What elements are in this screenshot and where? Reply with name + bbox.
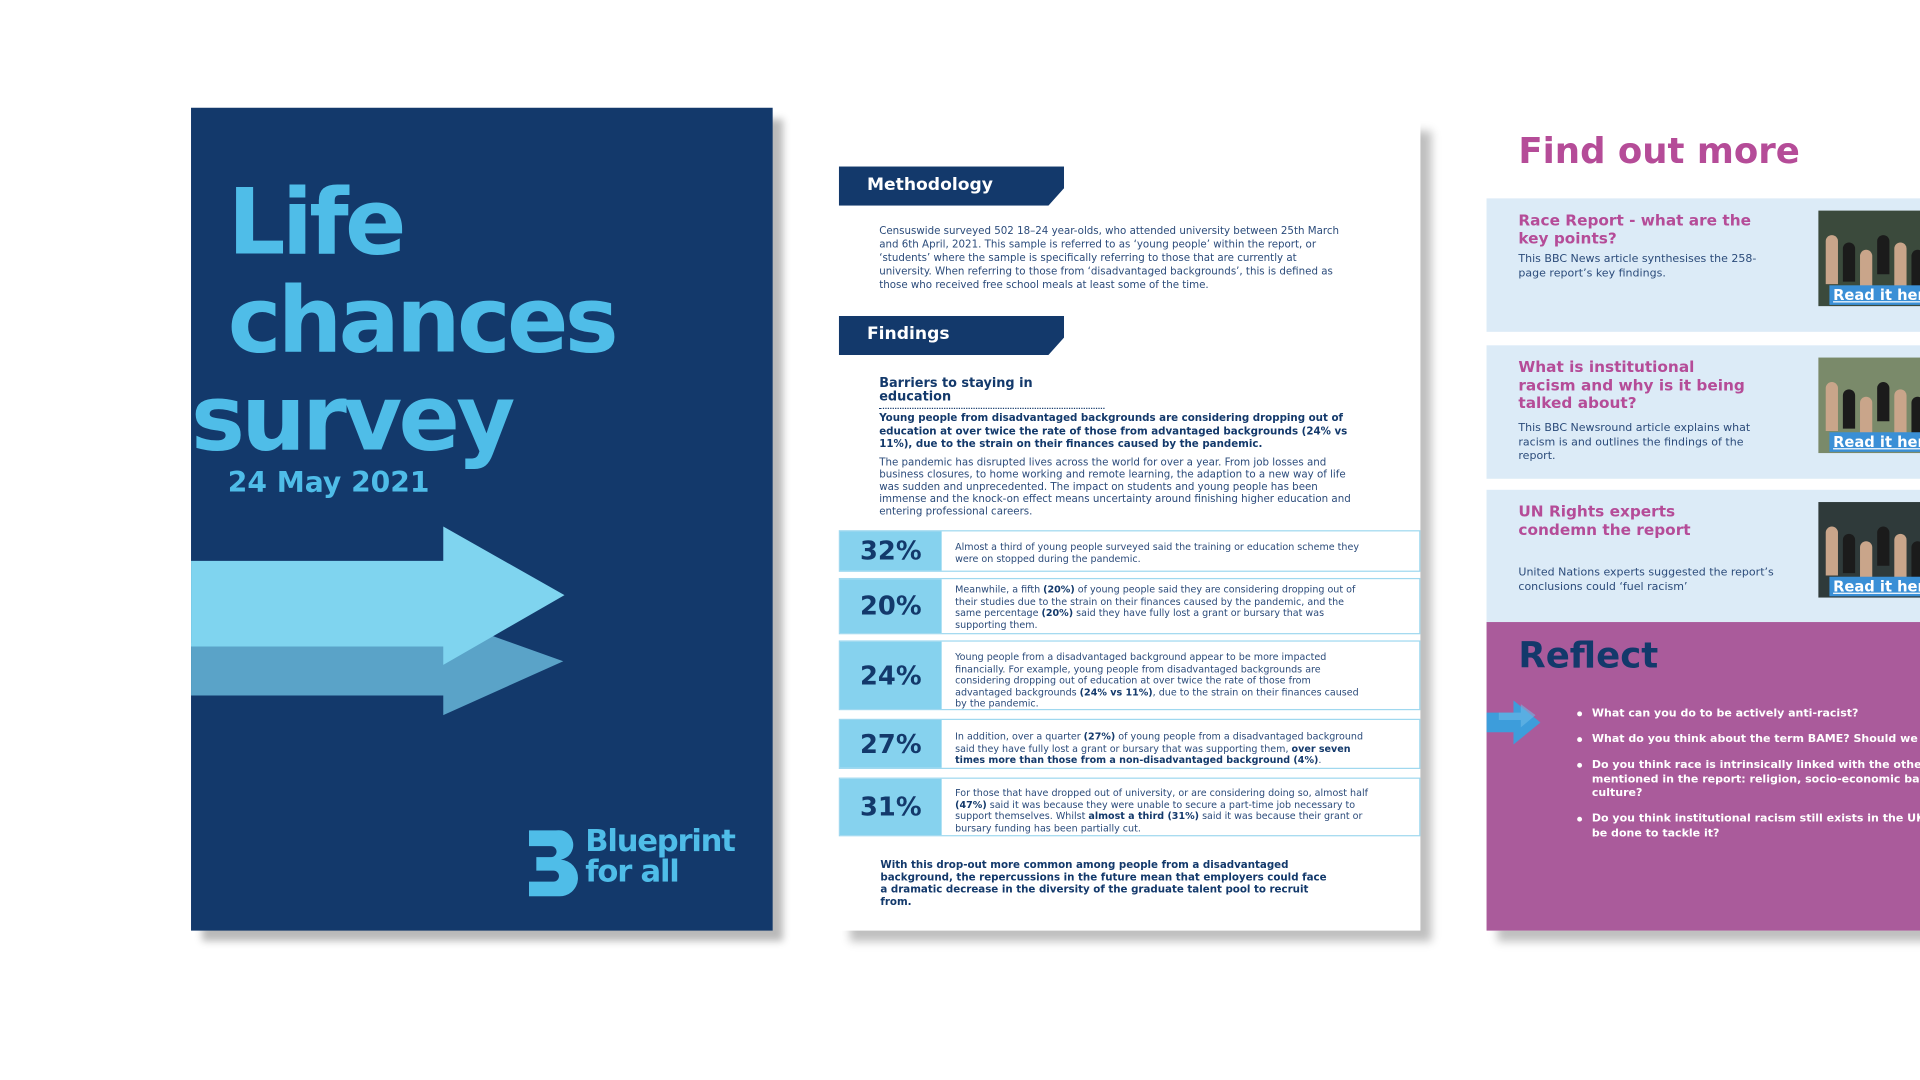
logo-line: for all — [585, 853, 679, 889]
stat-text-part: almost a third (31%) — [1088, 810, 1200, 822]
resource-card: Race Report - what are the key points? Th… — [1486, 198, 1920, 332]
stat-row: 32% Almost a third of young people survey… — [838, 530, 1421, 572]
resources-page: Find out more Race Report - what are the… — [1486, 120, 1920, 931]
question: Do you think institutional racism still … — [1591, 813, 1920, 840]
image-figure — [1825, 382, 1838, 432]
image-figure — [1911, 249, 1920, 289]
section-heading: Methodology — [838, 166, 1065, 206]
stat-row: 27% In addition, over a quarter (27%) of … — [838, 718, 1421, 769]
cover-date: 24 May 2021 — [227, 467, 430, 500]
bullet — [1577, 711, 1583, 717]
stat-text: In addition, over a quarter (27%) of you… — [955, 731, 1370, 766]
image-figure — [1911, 396, 1920, 436]
cover-page: Life chances survey 24 May 2021 Blueprin… — [191, 107, 773, 931]
image-figure — [1877, 235, 1890, 275]
stat-text-part: In addition, over a quarter — [955, 731, 1084, 743]
conclusion: With this drop-out more common among peo… — [880, 858, 1327, 908]
logo-mark — [528, 830, 578, 897]
cover-arrows — [191, 526, 565, 716]
stat-text: Young people from a disadvantaged backgr… — [955, 651, 1370, 710]
stat-text-part: of young people from a disadvantaged bac… — [955, 731, 1364, 754]
stat-text-part: . — [1318, 754, 1322, 766]
resource-link[interactable]: Read it here — [1829, 432, 1920, 452]
resource-card: What is institutional racism and why is … — [1486, 345, 1920, 479]
resource-description: This BBC Newsround article explains what… — [1518, 422, 1751, 463]
section-heading: Findings — [838, 315, 1065, 356]
resource-title: UN Rights experts condemn the report — [1518, 502, 1691, 539]
image-figure — [1842, 389, 1856, 429]
resources-title: Find out more — [1518, 129, 1800, 172]
reflect-arrow — [1486, 700, 1541, 745]
resource-description: United Nations experts suggested the rep… — [1518, 566, 1774, 594]
stat-text: Meanwhile, a fifth (20%) of young people… — [955, 584, 1370, 631]
image-figure — [1842, 533, 1856, 574]
image-figure — [1842, 242, 1856, 282]
resource-link[interactable]: Read it her — [1829, 285, 1920, 305]
stat-text-part: (27%) — [1083, 731, 1116, 743]
stat-text-part: Meanwhile, a fifth — [955, 584, 1044, 596]
image-figure — [1911, 541, 1920, 581]
stat-text-part: Young people from a disadvantaged backgr… — [955, 651, 1327, 698]
resource-card: UN Rights experts condemn the report Unit… — [1486, 489, 1920, 624]
stat-figure: 24% — [840, 641, 942, 709]
stat-row: 24% Young people from a disadvantaged bac… — [838, 640, 1421, 711]
resource-title: What is institutional racism and why is … — [1518, 357, 1745, 412]
body-text: The pandemic has disrupted lives across … — [879, 455, 1351, 517]
stat-text-part: (24% vs 11%) — [1079, 686, 1153, 698]
stat-text-part: of young people said they are considerin… — [955, 584, 1356, 619]
resource-description: This BBC News article synthesises the 25… — [1518, 253, 1757, 280]
stat-text-part: over seven times more than those from a … — [955, 742, 1351, 766]
lead-text: Young people from disadvantaged backgrou… — [879, 411, 1348, 450]
cover-title: chances — [227, 268, 619, 374]
question: What do you think about the term BAME? S… — [1591, 733, 1920, 746]
cover-title: Life — [227, 170, 407, 276]
stat-text-part: (20%) — [1041, 607, 1074, 619]
stat-text-part: (20%) — [1043, 584, 1075, 596]
image-figure — [1894, 389, 1907, 439]
image-figure — [1894, 533, 1907, 583]
question: What can you do to be actively anti-raci… — [1591, 707, 1859, 721]
image-figure — [1877, 526, 1890, 566]
stat-text-part: said it was because their grant or bursa… — [955, 810, 1363, 834]
stat-text-part: said they have fully lost a grant or bur… — [955, 607, 1325, 631]
image-figure — [1825, 526, 1838, 576]
findings-page: Methodology Censuswide surveyed 502 18–2… — [838, 120, 1421, 931]
resource-title: Race Report - what are the key points? — [1518, 210, 1751, 247]
stat-figure: 27% — [840, 720, 942, 768]
stat-row: 20% Meanwhile, a fifth (20%) of young peo… — [838, 577, 1421, 635]
stat-text: Almost a third of young people surveyed … — [955, 541, 1370, 564]
methodology-text: Censuswide surveyed 502 18–24 year-olds,… — [879, 224, 1340, 291]
stat-text-part: (47%) — [955, 799, 987, 811]
cover-title: survey — [191, 366, 515, 472]
image-figure — [1877, 382, 1890, 422]
bullet — [1577, 816, 1583, 822]
bullet — [1577, 762, 1583, 768]
stat-text-part: For those that have dropped out of unive… — [955, 787, 1368, 799]
reflect-section: Reflect What can you do to be actively a… — [1486, 622, 1920, 931]
stat-figure: 20% — [840, 579, 942, 634]
image-figure — [1825, 235, 1838, 285]
question: Do you think race is intrinsically linke… — [1591, 759, 1920, 800]
stat-text-part: said it was because they were unable to … — [955, 799, 1356, 822]
stat-text: For those that have dropped out of unive… — [955, 787, 1370, 834]
bullet — [1577, 737, 1583, 743]
reflect-title: Reflect — [1518, 634, 1659, 676]
subheading: Barriers to staying in education — [879, 377, 1105, 409]
stat-figure: 32% — [840, 531, 942, 571]
resource-link[interactable]: Read it her — [1829, 576, 1920, 597]
stat-text-part: , due to the strain on their finances ca… — [955, 686, 1359, 710]
logo-line: Blueprint — [585, 822, 736, 859]
stat-text-part: Almost a third of young people surveyed … — [955, 541, 1359, 564]
logo-text: Blueprint for all — [585, 822, 736, 889]
stat-figure: 31% — [840, 778, 942, 836]
stat-row: 31% For those that have dropped out of un… — [838, 777, 1421, 837]
image-figure — [1894, 242, 1907, 292]
